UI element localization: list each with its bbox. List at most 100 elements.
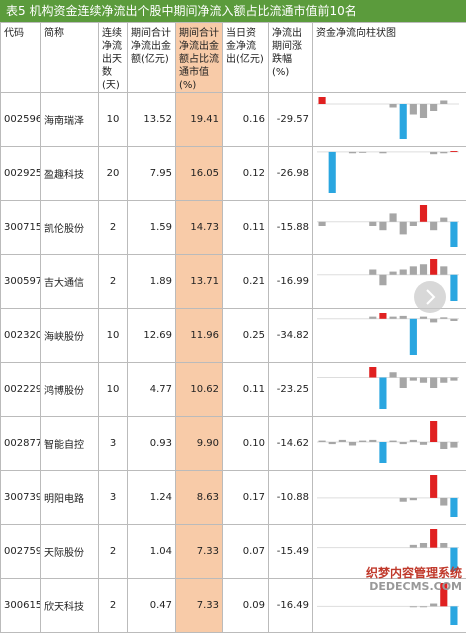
header-cell: 资金净流向柱状图 (313, 23, 466, 93)
flow-bar (379, 152, 386, 153)
flow-bar (410, 606, 417, 607)
flow-bar (319, 97, 326, 104)
cell: -23.25 (269, 363, 313, 417)
cell: 13.71 (176, 255, 223, 309)
cell: 7.33 (176, 579, 223, 633)
flow-chart (313, 471, 463, 521)
cell: 1.89 (128, 255, 176, 309)
flow-bar (410, 545, 417, 548)
cell: 0.11 (223, 201, 269, 255)
flow-bar (379, 313, 386, 319)
cell: 002925 (1, 147, 41, 201)
flow-bar (400, 498, 407, 502)
cell: 0.93 (128, 417, 176, 471)
cell: 欣天科技 (41, 579, 99, 633)
flow-bar (369, 367, 376, 378)
cell: 002759 (1, 525, 41, 579)
flow-chart (313, 417, 463, 467)
header-cell: 当日资金净流出(亿元) (223, 23, 269, 93)
spark-cell (313, 201, 466, 255)
cell: 0.17 (223, 471, 269, 525)
cell: 8.63 (176, 471, 223, 525)
cell: 002877 (1, 417, 41, 471)
flow-bar (410, 440, 417, 442)
flow-bar (410, 104, 417, 115)
cell: 海峡股份 (41, 309, 99, 363)
next-button[interactable] (414, 281, 446, 313)
cell: 盈趣科技 (41, 147, 99, 201)
cell: -14.62 (269, 417, 313, 471)
cell: 0.16 (223, 93, 269, 147)
cell: 2 (99, 579, 128, 633)
header-cell: 净流出期间涨跌幅(%) (269, 23, 313, 93)
header-row: 代码简称连续净流出天数(天)期间合计净流出金额(亿元)期间合计净流出金额占比流通… (1, 23, 466, 93)
flow-bar (430, 378, 437, 389)
cell: -16.99 (269, 255, 313, 309)
flow-bar (379, 222, 386, 230)
cell: 0.10 (223, 417, 269, 471)
flow-bar (430, 259, 437, 275)
cell: 吉大通信 (41, 255, 99, 309)
cell: 16.05 (176, 147, 223, 201)
flow-bar (359, 152, 366, 153)
cell: 300597 (1, 255, 41, 309)
cell: 4.77 (128, 363, 176, 417)
flow-chart (313, 363, 463, 413)
cell: 0.09 (223, 579, 269, 633)
cell: 3 (99, 471, 128, 525)
cell: 10 (99, 363, 128, 417)
watermark-url: DEDECMS.COM (366, 580, 462, 594)
spark-cell (313, 309, 466, 363)
cell: 0.25 (223, 309, 269, 363)
flow-bar (319, 441, 326, 442)
flow-bar (450, 378, 457, 381)
flow-bar (430, 604, 437, 607)
cell: 7.95 (128, 147, 176, 201)
flow-bar (430, 152, 437, 154)
flow-bar (349, 152, 356, 153)
flow-bar (440, 378, 447, 383)
cell: 0.47 (128, 579, 176, 633)
flow-bar (420, 104, 427, 118)
cell: 天际股份 (41, 525, 99, 579)
flow-bar (329, 152, 336, 193)
watermark-text: 织梦内容管理系统 (366, 566, 462, 580)
flow-bar (420, 378, 427, 383)
cell: 13.52 (128, 93, 176, 147)
cell: 海南瑞泽 (41, 93, 99, 147)
flow-bar (420, 543, 427, 548)
cell: -15.88 (269, 201, 313, 255)
cell: 002320 (1, 309, 41, 363)
header-cell: 期间合计净流出金额(亿元) (128, 23, 176, 93)
flow-chart (313, 93, 463, 143)
cell: 19.41 (176, 93, 223, 147)
flow-bar (430, 421, 437, 442)
cell: -29.57 (269, 93, 313, 147)
cell: -16.49 (269, 579, 313, 633)
cell: 1.59 (128, 201, 176, 255)
flow-bar (440, 317, 447, 318)
cell: 0.21 (223, 255, 269, 309)
table-title: 表5 机构资金连续净流出个股中期间净流入额占比流通市值前10名 (0, 0, 466, 22)
flow-bar (400, 270, 407, 275)
cell: 20 (99, 147, 128, 201)
flow-bar (430, 222, 437, 230)
flow-bar (390, 441, 397, 442)
flow-chart (313, 201, 463, 251)
spark-cell (313, 147, 466, 201)
flow-bar (390, 372, 397, 377)
spark-cell (313, 417, 466, 471)
flow-chart (313, 147, 463, 197)
flow-bar (410, 498, 417, 500)
header-cell: 期间合计净流出金额占比流通市值(%) (176, 23, 223, 93)
cell: 9.90 (176, 417, 223, 471)
flow-bar (440, 152, 447, 153)
cell: -26.98 (269, 147, 313, 201)
flow-bar (339, 440, 346, 442)
flow-bar (390, 104, 397, 108)
flow-bar (410, 266, 417, 274)
flow-bar (440, 266, 447, 274)
